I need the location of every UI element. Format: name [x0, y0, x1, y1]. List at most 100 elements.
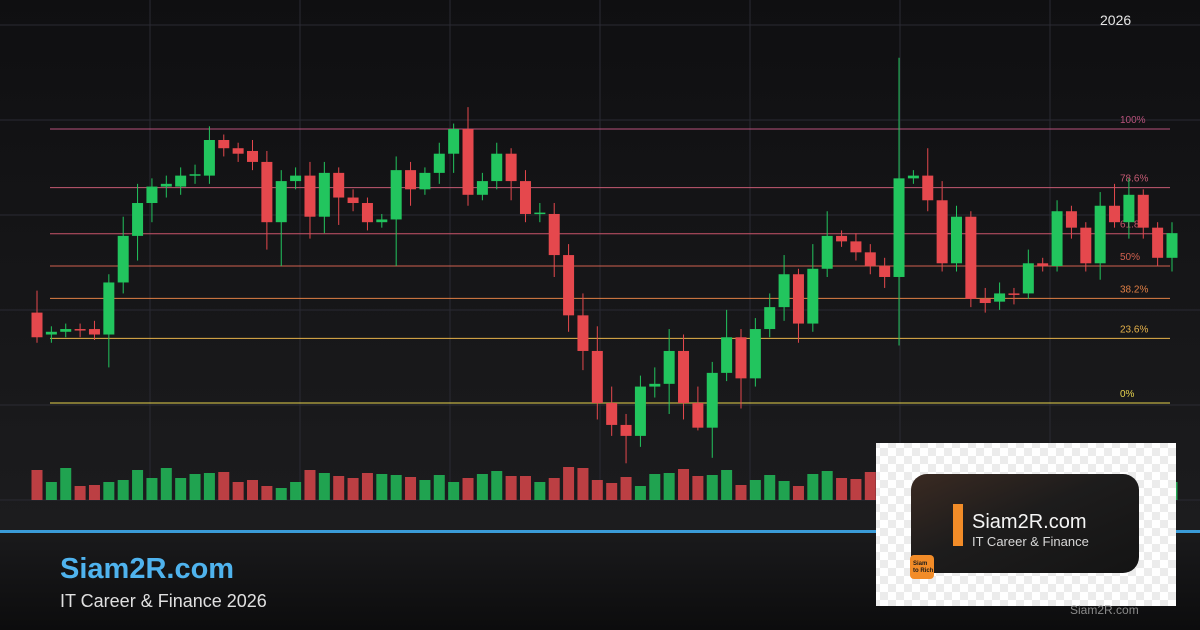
candle-body [88, 329, 100, 335]
volume-bar [74, 486, 86, 500]
watermark: Siam2R.com [1070, 603, 1139, 617]
candle-layer [31, 57, 1178, 464]
candle-body [361, 203, 373, 223]
candle-body [807, 268, 819, 324]
candle-body [749, 329, 761, 379]
volume-bar [577, 468, 589, 500]
candle-body [706, 372, 718, 428]
candle-body [1137, 194, 1149, 228]
volume-bar [60, 468, 72, 500]
volume-bar [850, 479, 862, 500]
volume-bar [419, 480, 431, 500]
volume-bar [563, 467, 575, 500]
candle-body [548, 213, 560, 256]
volume-bar [232, 482, 244, 500]
candle-body [390, 170, 402, 220]
candle-body [591, 350, 603, 404]
candle-body [1152, 227, 1164, 258]
candle-body [1109, 205, 1121, 223]
fib-label: 23.6% [1120, 324, 1148, 335]
candle-body [778, 274, 790, 308]
badge-icon-text: to Rich [913, 568, 934, 574]
candle-body [879, 266, 891, 277]
candle-body [448, 129, 460, 154]
candle-body [979, 298, 991, 304]
fib-label: 61.8% [1120, 220, 1148, 231]
candle-body [476, 181, 488, 195]
candle-body [74, 329, 86, 331]
candle-body [792, 274, 804, 324]
volume-bar [290, 482, 302, 500]
candle-body [1037, 263, 1049, 267]
candle-body [735, 337, 747, 379]
candle-body [950, 216, 962, 264]
volume-bar [591, 480, 603, 500]
candle-body [247, 150, 259, 162]
candle-body [965, 216, 977, 299]
badge-title: Siam2R.com [972, 511, 1086, 533]
volume-bar [189, 474, 201, 500]
volume-bar [792, 486, 804, 500]
volume-bar [405, 477, 417, 500]
candle-body [333, 172, 345, 198]
volume-bar [764, 475, 776, 500]
badge-icon-text: Siam [913, 561, 927, 567]
candle-body [922, 175, 934, 201]
volume-bar [821, 471, 833, 500]
candle-body [462, 129, 474, 195]
volume-bar [247, 480, 259, 500]
candle-body [1022, 263, 1034, 294]
volume-bar [376, 474, 388, 500]
volume-bar [103, 482, 115, 500]
fib-layer: 100% 78.6% 61.8% 50% 38.2% 23.6% 0% [50, 115, 1170, 404]
candle-body [203, 140, 215, 176]
candle-body [318, 172, 330, 217]
fib-label: 100% [1120, 115, 1146, 126]
candle-body [1166, 233, 1178, 258]
volume-bar [175, 478, 187, 500]
badge-icon [910, 555, 934, 579]
fib-label: 38.2% [1120, 284, 1148, 295]
candle-body [678, 350, 690, 404]
candle-body [491, 153, 503, 182]
volume-bar [649, 474, 661, 500]
volume-bar [88, 485, 100, 500]
volume-bar [333, 476, 345, 500]
candle-body [347, 197, 359, 204]
candle-body [764, 307, 776, 330]
year-label: 2026 [1100, 12, 1131, 28]
candle-body [821, 235, 833, 269]
candle-body [218, 140, 230, 149]
badge-accent [953, 504, 963, 546]
volume-bar [45, 482, 57, 500]
volume-bar [864, 472, 876, 500]
volume-bar [692, 476, 704, 500]
candle-body [419, 172, 431, 190]
volume-bar [807, 474, 819, 500]
volume-bar [706, 475, 718, 500]
candle-body [534, 212, 546, 215]
candle-body [1094, 205, 1106, 264]
candle-body [1051, 211, 1063, 267]
candle-body [994, 293, 1006, 302]
candle-body [405, 170, 417, 190]
candle-body [103, 282, 115, 335]
candle-body [132, 203, 144, 236]
candle-body [649, 383, 661, 387]
volume-bar [634, 486, 646, 500]
badge-card [911, 474, 1139, 573]
volume-bar [749, 480, 761, 500]
candle-body [376, 219, 388, 223]
candle-body [1123, 194, 1135, 223]
candle-body [577, 315, 589, 351]
candle-body [146, 186, 158, 204]
candle-body [117, 235, 129, 283]
volume-bar [31, 470, 43, 500]
candle-body [519, 181, 531, 214]
footer-divider [0, 530, 1200, 533]
volume-bar [735, 485, 747, 500]
candle-body [189, 174, 201, 176]
candle-body [850, 241, 862, 253]
candle-body [261, 161, 273, 223]
volume-bar [448, 482, 460, 500]
